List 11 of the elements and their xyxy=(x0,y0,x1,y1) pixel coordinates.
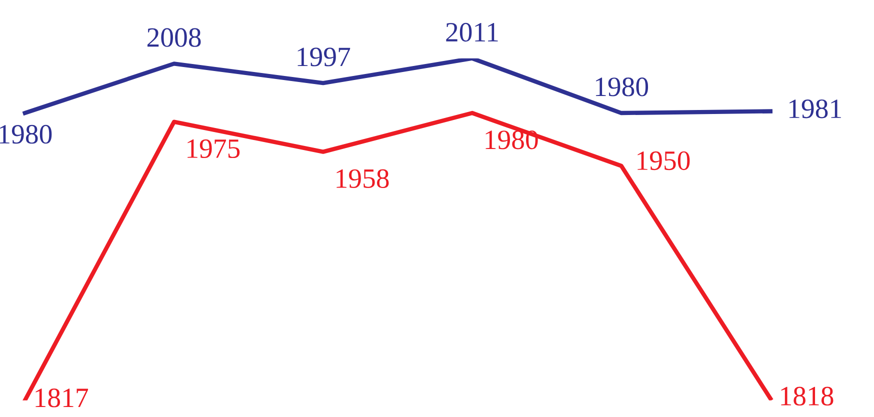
data-label: 1997 xyxy=(298,48,350,66)
data-label: 2011 xyxy=(446,22,498,42)
data-label: 1980 xyxy=(0,124,52,144)
data-label: 1980 xyxy=(596,78,648,96)
data-label: 1975 xyxy=(188,139,240,158)
data-label: 1958 xyxy=(336,169,389,188)
data-label: 1817 xyxy=(36,388,88,408)
data-label: 2008 xyxy=(147,28,201,47)
data-label: 1818 xyxy=(781,386,834,406)
data-label: 1950 xyxy=(638,151,690,170)
data-label: 1981 xyxy=(790,99,841,118)
